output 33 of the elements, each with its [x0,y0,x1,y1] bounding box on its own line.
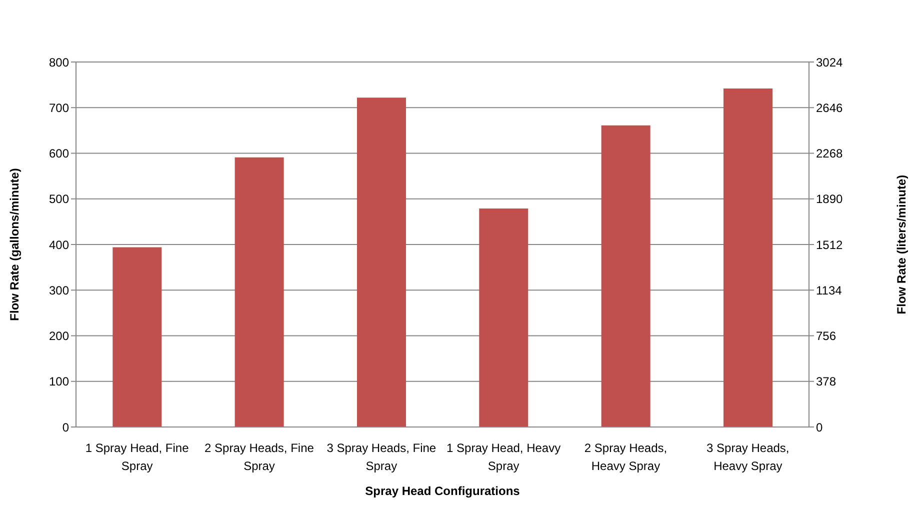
y-tick-label: 500 [48,192,70,206]
y-tick-label: 200 [48,329,70,344]
y2-tick-label: 1890 [816,192,844,206]
y-tick-label: 700 [48,100,70,115]
x-tick-label: 3 Spray Heads, Heavy Spray [706,440,790,473]
bar [234,157,284,427]
y2-tick-label: 2646 [816,100,844,115]
y-tick-label: 800 [48,55,70,70]
bar [356,98,406,427]
y2-tick-label: 1134 [816,283,842,298]
y2-tick-label: 1512 [816,238,844,252]
y2-tick-label: 0 [816,420,823,434]
y2-tick-label: 378 [816,374,836,389]
bar [723,88,772,427]
x-tick-label: 1 Spray Head, Heavy Spray [446,440,561,473]
x-tick-label: 1 Spray Head, Fine Spray [85,440,190,473]
y2-tick-label: 2268 [816,146,844,161]
y2-axis-title: Flow Rate (liters/minute) [894,174,908,314]
x-tick-label: 2 Spray Heads, Fine Spray [204,440,314,473]
y-tick-label: 100 [48,374,70,389]
x-tick-label: 3 Spray Heads, Fine Spray [326,440,436,473]
bar [479,208,528,427]
y-tick-label: 600 [48,146,70,161]
x-tick-label: 2 Spray Heads, Heavy Spray [584,440,668,473]
y-tick-label: 0 [62,420,70,434]
y-tick-label: 400 [48,238,70,252]
bar [112,247,162,427]
y-axis-title: Flow Rate (gallons/minute) [7,168,22,321]
x-axis-title: Spray Head Configurations [365,484,520,498]
y-tick-label: 300 [48,283,70,298]
bar [601,125,650,427]
y2-tick-label: 756 [816,329,836,344]
y2-tick-label: 3024 [816,55,844,70]
